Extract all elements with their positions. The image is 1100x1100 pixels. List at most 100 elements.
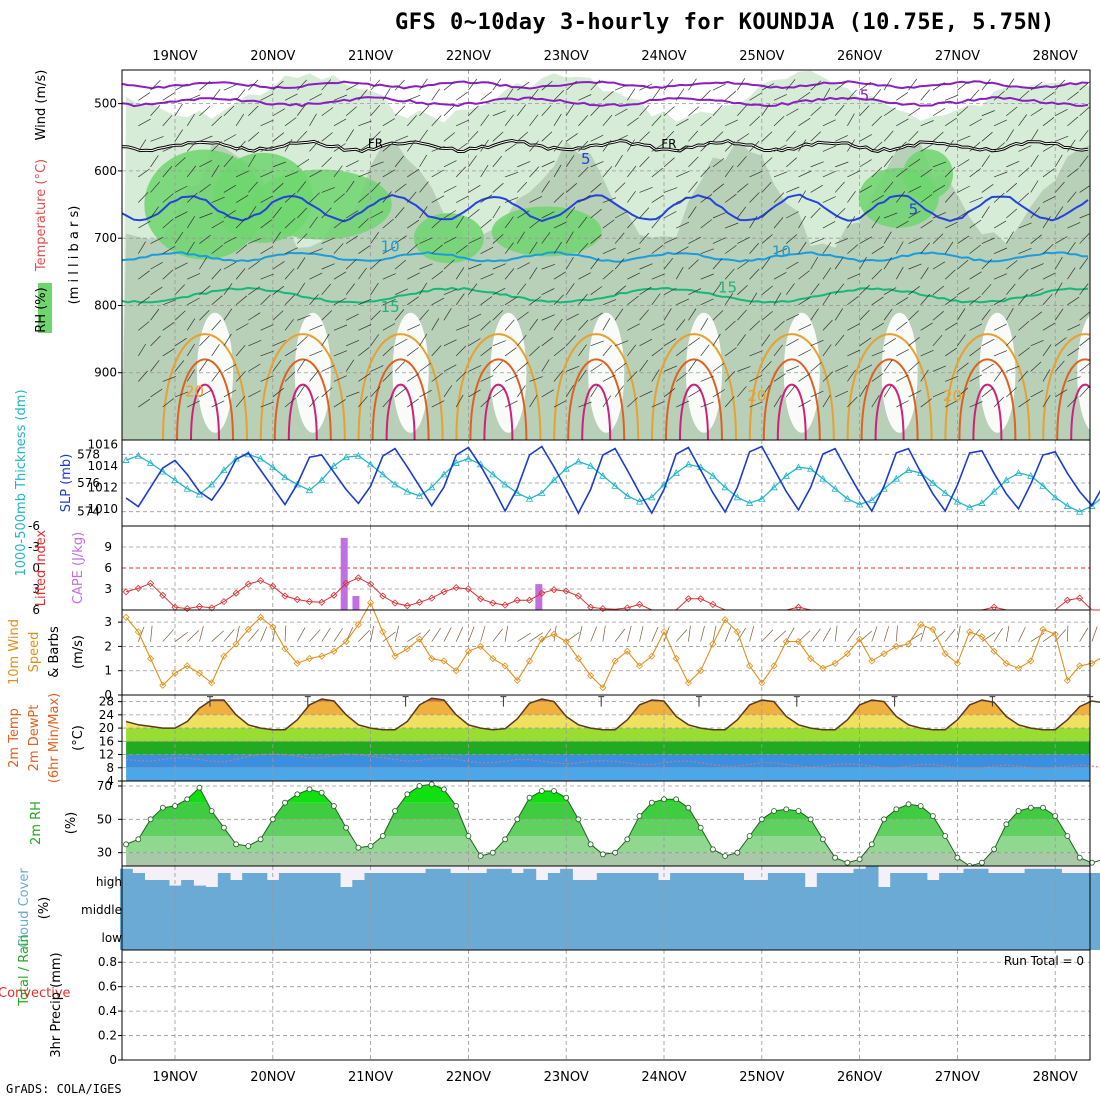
- wind-barb: [627, 397, 638, 408]
- cloud-bar-high: [890, 873, 903, 894]
- wind-barb: [529, 166, 540, 178]
- thickness-marker: [672, 469, 680, 476]
- wind-barb: [578, 625, 583, 642]
- cloud-bar-middle: [584, 894, 598, 922]
- wind-barb: [761, 360, 772, 372]
- wind-barb: [565, 155, 575, 168]
- wind-barb: [345, 359, 355, 372]
- wind-barb: [712, 212, 726, 219]
- cloud-level-label: low: [102, 931, 123, 945]
- thickness-marker: [904, 466, 913, 473]
- wind-barb: [541, 160, 555, 168]
- wind-barb: [969, 628, 981, 642]
- wind-barb: [798, 323, 812, 331]
- wind-barb: [517, 104, 527, 116]
- ylabel-millibars: (m i l l i b a r s): [67, 206, 82, 305]
- cloud-bar-low: [1024, 922, 1038, 950]
- wind-barb: [309, 272, 323, 280]
- cloud-bar-high: [804, 887, 818, 894]
- wind-speed-line: [125, 601, 1100, 689]
- thick-hgrid: [122, 453, 1090, 513]
- tick-label: 24: [99, 708, 114, 722]
- wind-barb: [847, 369, 856, 382]
- wind-marker: [733, 628, 741, 636]
- wind-barb: [871, 115, 883, 127]
- tick-label: 2: [104, 639, 112, 653]
- ylabel-barbs: & Barbs: [47, 626, 62, 678]
- wind-barb: [529, 296, 542, 306]
- wind-barb: [663, 308, 672, 321]
- cloud-bar-high: [205, 887, 219, 894]
- wind-barb: [480, 296, 493, 306]
- rh-marker: [673, 796, 680, 803]
- wind-barb: [517, 131, 529, 142]
- wind-barb: [883, 359, 893, 372]
- wind-barb: [981, 110, 995, 117]
- wind-barb: [602, 114, 613, 127]
- warm-isotherm-loop: [259, 333, 346, 440]
- wind-vgrid: [174, 610, 1056, 695]
- wind-barb: [944, 139, 954, 152]
- wind-barb: [456, 195, 469, 203]
- lifted-marker: [159, 591, 167, 599]
- wind-barb: [908, 107, 921, 117]
- wind-barb: [358, 171, 372, 178]
- wind-barb: [431, 400, 445, 408]
- wind-marker: [782, 638, 790, 646]
- wind-barb: [223, 184, 237, 193]
- cloud-bar-low: [877, 922, 891, 950]
- wind-marker: [929, 625, 937, 633]
- wind-barb: [333, 324, 348, 331]
- wind-barb: [920, 220, 933, 229]
- cloud-bar-middle: [1000, 894, 1013, 922]
- rh-marker: [440, 786, 447, 793]
- wind-barb: [957, 308, 966, 321]
- cloud-bar-high: [572, 880, 586, 894]
- thickness-marker: [550, 476, 558, 484]
- ylabel-speed: Speed: [27, 632, 42, 673]
- ylabel-rh: RH (%): [34, 287, 49, 332]
- wind-barb: [663, 131, 675, 142]
- wind-barb: [346, 339, 360, 347]
- wind-barb: [138, 398, 151, 408]
- cloud-bar-low: [596, 922, 610, 950]
- wind-barb: [1092, 294, 1100, 305]
- wind-barb: [492, 205, 501, 219]
- wind-barb: [651, 167, 663, 178]
- tick-label: 3: [104, 582, 112, 596]
- wind-barb: [981, 338, 995, 347]
- tick-label: 600: [94, 164, 117, 178]
- wind-barb: [957, 625, 961, 642]
- wind-marker: [477, 642, 485, 650]
- wind-barb: [345, 283, 355, 295]
- wind-barb: [651, 244, 664, 254]
- wind-barb: [957, 259, 969, 270]
- wind-barb: [908, 210, 921, 219]
- wind-barb: [932, 390, 946, 398]
- wind-marker: [1027, 657, 1035, 665]
- wind-marker: [978, 633, 986, 641]
- wind-barb: [296, 385, 306, 398]
- precip-frame: [121, 949, 1091, 1061]
- wind-barb: [468, 313, 482, 321]
- wind-barb: [443, 160, 457, 168]
- wind-barb: [627, 190, 636, 203]
- wind-marker: [868, 657, 876, 665]
- wind-barb: [785, 385, 796, 398]
- tick-label: 800: [94, 298, 117, 312]
- wind-barb: [480, 273, 494, 280]
- thickness-marker: [305, 486, 314, 494]
- wind-barb: [834, 308, 843, 321]
- cloud-bar-middle: [535, 894, 549, 922]
- cloud-bar-low: [242, 922, 255, 950]
- cloud-bar-high: [437, 868, 451, 894]
- thickness-marker: [269, 463, 277, 471]
- wind-barb: [810, 308, 819, 321]
- cloud-bar-high: [474, 873, 488, 894]
- cloud-bar-low: [254, 922, 268, 950]
- cloud-bar-middle: [621, 894, 634, 922]
- cloud-bar-middle: [645, 894, 659, 922]
- wind-barb: [431, 270, 444, 280]
- wind-barb: [1018, 167, 1030, 178]
- tick-label: 1: [104, 664, 112, 678]
